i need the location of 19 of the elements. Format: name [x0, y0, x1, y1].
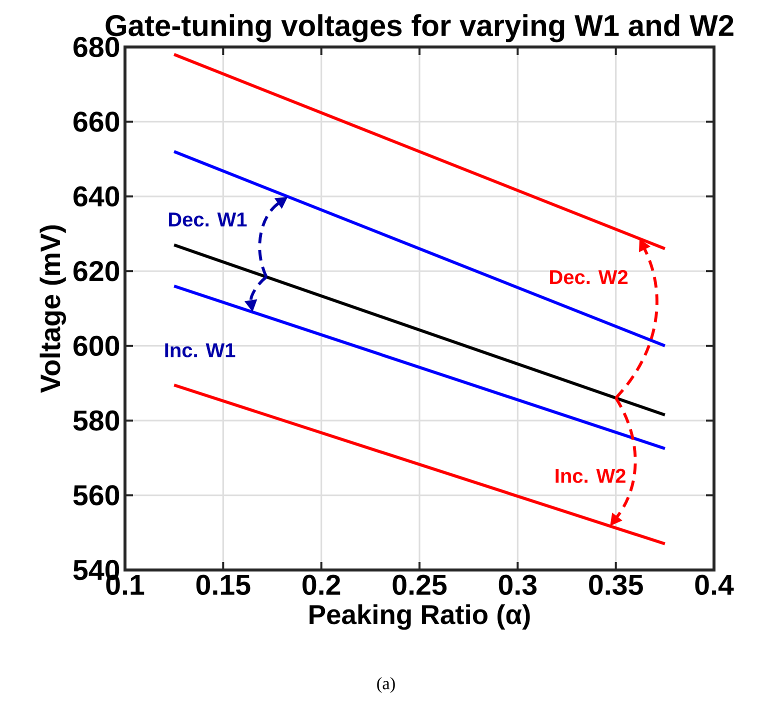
y-tick-label: 580 [73, 410, 120, 431]
y-tick-label: 660 [74, 112, 120, 132]
x-tick-label: 0.4 [695, 574, 734, 595]
annotation: Inc. W1 [165, 343, 236, 358]
x-axis-title: Peaking Ratio (α) [310, 604, 530, 630]
x-tick-label: 0.35 [589, 574, 643, 596]
x-tick-label: 0.3 [498, 574, 537, 596]
y-tick-label: 600 [74, 336, 120, 356]
annotation: Dec. W1 [168, 212, 247, 227]
y-tick-label: 640 [74, 186, 120, 207]
annotation: Inc. W2 [556, 468, 626, 483]
x-tick-label: 0.25 [392, 574, 447, 595]
x-tick-label: 0.2 [302, 574, 340, 595]
x-tick-label: 0.15 [196, 574, 250, 595]
y-axis-title: Voltage (mV) [40, 225, 66, 393]
annotation: Dec. W2 [550, 270, 628, 284]
text: (a) [377, 677, 395, 693]
y-tick-label: 560 [73, 485, 120, 506]
y-tick-label: 620 [74, 260, 120, 282]
